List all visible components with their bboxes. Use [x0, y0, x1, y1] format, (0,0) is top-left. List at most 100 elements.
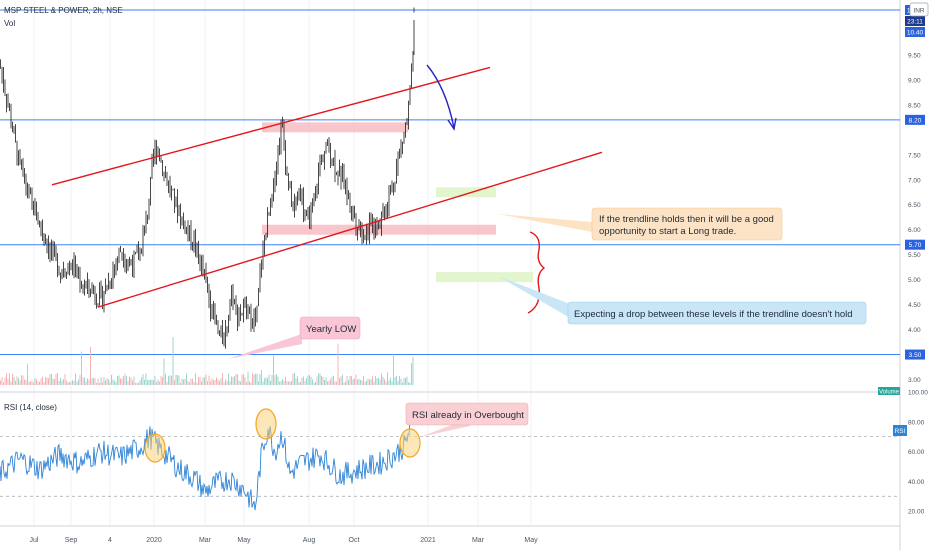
yearly-low-callout[interactable]: Yearly LOW — [228, 316, 361, 359]
volume-bar — [253, 374, 255, 385]
volume-bar — [64, 374, 66, 385]
volume-bar — [294, 373, 295, 385]
volume-bar — [207, 381, 208, 385]
currency-button[interactable]: INR — [909, 2, 929, 17]
volume-bar — [184, 379, 186, 385]
volume-bar — [100, 377, 102, 385]
volume-bar — [12, 373, 13, 385]
volume-bar — [36, 379, 37, 385]
volume-bar — [90, 346, 91, 385]
volume-bar — [171, 375, 172, 385]
volume-bar — [343, 382, 345, 385]
volume-bar — [43, 382, 45, 385]
zone-green — [436, 272, 533, 283]
time-tick-label: Sep — [65, 537, 78, 544]
volume-bar — [361, 380, 363, 385]
volume-bar — [288, 381, 289, 385]
rsi-tick-label: 40.00 — [908, 479, 925, 486]
currency-label: INR — [913, 8, 925, 15]
volume-bar — [262, 381, 264, 385]
volume-bar — [327, 381, 328, 385]
volume-bar — [232, 376, 234, 385]
volume-bar — [297, 376, 298, 385]
volume-bar — [202, 377, 204, 385]
volume-bar — [367, 378, 369, 385]
rsi-tick-label: 100.00 — [908, 390, 928, 397]
volume-bar — [315, 381, 316, 385]
volume-bar — [309, 375, 310, 385]
price-tick-label: 6.00 — [908, 227, 921, 234]
volume-bar — [241, 374, 243, 385]
volume-bar — [375, 375, 376, 385]
volume-bar — [97, 378, 99, 385]
rsi-circle-may — [255, 408, 277, 440]
volume-bar — [142, 374, 144, 385]
volume-bar — [357, 379, 358, 385]
volume-bar — [360, 379, 361, 385]
rsi-axis[interactable]: 100.00 80.00 60.00 40.00 20.00 — [908, 390, 928, 516]
drop-note: Expecting a drop between these levels if… — [574, 309, 853, 320]
price-badge-label: 10.40 — [907, 29, 924, 36]
volume-bar — [321, 376, 322, 385]
volume-bar — [141, 377, 142, 385]
volume-bar — [400, 378, 402, 385]
price-badge — [905, 15, 925, 26]
volume-bar — [186, 373, 187, 385]
volume-bar — [379, 379, 381, 385]
volume-bar — [183, 379, 184, 385]
volume-bar — [237, 374, 238, 385]
volume-bar — [9, 373, 10, 385]
volume-bar — [342, 374, 343, 385]
volume-bar — [172, 337, 174, 385]
volume-bar — [174, 380, 175, 385]
volume-bar — [334, 381, 336, 385]
price-tick-label: 6.50 — [908, 202, 921, 209]
volume-bar — [252, 373, 253, 385]
volume-bar — [34, 378, 36, 385]
volume-bar — [261, 370, 262, 385]
level-badge-label: 8.20 — [909, 117, 922, 124]
volume-bar — [127, 381, 129, 385]
volume-bar — [229, 381, 231, 385]
price-axis[interactable]: 9.50 9.00 8.50 7.50 7.00 6.50 6.00 5.50 5.00 4.50… — [908, 52, 921, 384]
volume-bar — [75, 373, 76, 385]
volume-bar — [180, 382, 181, 385]
volume-bar — [0, 380, 1, 385]
volume-bar — [381, 373, 382, 385]
volume-bar — [352, 379, 354, 385]
time-tick-label: May — [524, 537, 538, 544]
volume-bar — [144, 379, 145, 385]
drop-callout[interactable]: Expecting a drop between these levels if… — [498, 276, 867, 325]
rsi-tick-label: 60.00 — [908, 449, 925, 456]
volume-bar — [363, 375, 364, 385]
volume-bar — [4, 377, 6, 385]
down-arrow-icon[interactable] — [426, 64, 457, 131]
volume-bar — [247, 371, 249, 385]
price-tick-label: 4.00 — [908, 327, 921, 334]
volume-bar — [246, 382, 247, 385]
volume-bar — [273, 355, 274, 385]
volume-bar — [268, 374, 270, 385]
volume-bar — [358, 378, 360, 385]
rsi-circle-2020 — [144, 433, 166, 463]
trend-channel[interactable] — [51, 66, 603, 308]
volume-bar — [387, 372, 388, 385]
trendline-callout[interactable]: If the trendline holds then it will be a… — [498, 207, 783, 241]
volume-bar — [280, 381, 282, 385]
volume-bar — [255, 373, 256, 385]
volume-bar — [355, 374, 357, 385]
volume-bar — [115, 381, 117, 385]
volume-bar — [109, 381, 111, 385]
time-axis[interactable]: Jul Sep 4 2020 Mar May Aug Oct 2021 Mar May — [30, 537, 539, 544]
candles — [0, 7, 415, 349]
volume-bar — [30, 381, 31, 385]
volume-bar — [348, 379, 349, 385]
volume-bar — [292, 373, 294, 385]
price-tick-label: 7.50 — [908, 152, 921, 159]
volume-bar — [190, 378, 192, 385]
volume-bar — [162, 377, 163, 385]
volume-bar — [223, 382, 225, 385]
volume-bar — [306, 378, 307, 385]
rsi-callout[interactable]: RSI already in Overbought — [405, 402, 529, 437]
